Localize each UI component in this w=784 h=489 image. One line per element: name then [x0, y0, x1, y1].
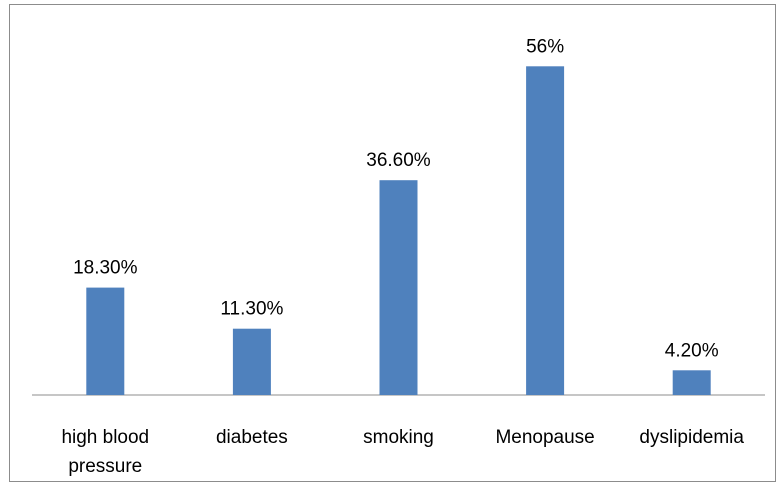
bar-2 — [379, 180, 418, 395]
bar-3 — [526, 66, 565, 396]
category-label-3: Menopause — [495, 427, 594, 448]
bar-1 — [232, 328, 271, 395]
category-label-2: smoking — [363, 427, 434, 448]
data-label-0: 18.30% — [73, 258, 138, 279]
category-label-0: high blood pressure — [61, 427, 149, 477]
bar-0 — [86, 287, 125, 395]
category-label-1: diabetes — [216, 427, 288, 448]
data-label-1: 11.30% — [220, 299, 283, 320]
data-label-3: 56% — [526, 36, 564, 57]
category-label-4: dyslipidemia — [639, 427, 744, 448]
bar-4 — [672, 370, 711, 395]
data-label-2: 36.60% — [366, 150, 431, 171]
data-label-4: 4.20% — [665, 340, 719, 361]
